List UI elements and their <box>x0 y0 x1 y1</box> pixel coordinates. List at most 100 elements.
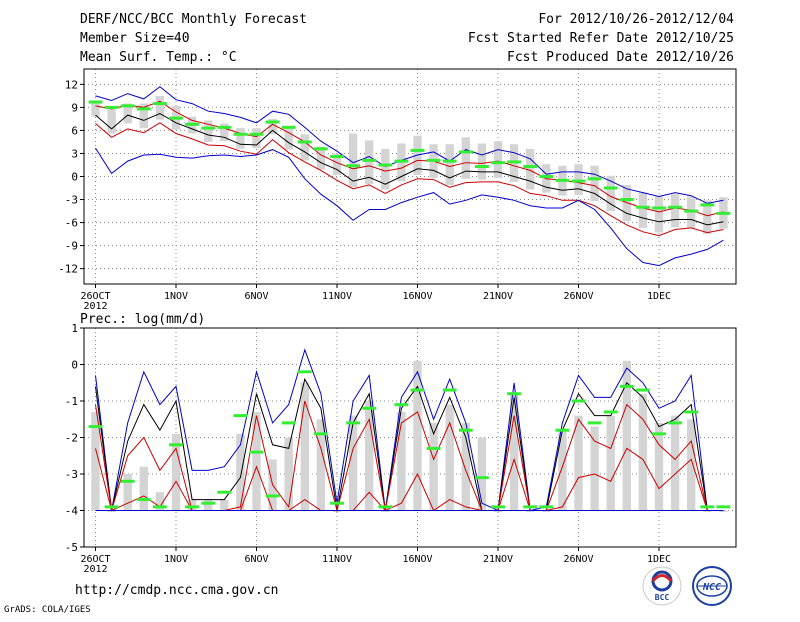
spread-box <box>252 411 261 511</box>
spread-box <box>445 144 454 185</box>
median-marker <box>169 443 183 447</box>
spread-box <box>477 437 487 511</box>
spread-box <box>638 192 648 228</box>
median-marker <box>330 155 344 159</box>
median-marker <box>668 205 683 209</box>
median-marker <box>571 179 586 183</box>
y-tick-label: 6 <box>71 124 78 137</box>
x-tick-label: 21NOV <box>483 291 513 302</box>
produced-date-label: Fcst Produced Date 2012/10/26 <box>507 50 734 65</box>
spread-box <box>429 422 438 511</box>
spread-box <box>703 200 712 235</box>
median-marker <box>491 161 505 165</box>
spread-box <box>413 360 422 511</box>
y-tick-label: 3 <box>71 147 78 160</box>
y-tick-label: -3 <box>65 194 78 207</box>
y-tick-label: -5 <box>65 541 78 554</box>
spread-box <box>107 106 116 134</box>
median-marker <box>635 205 650 209</box>
median-marker <box>217 490 232 494</box>
spread-box <box>155 492 165 511</box>
median-marker <box>362 158 377 162</box>
median-marker <box>265 494 280 498</box>
spread-box <box>509 393 519 511</box>
spread-box <box>220 123 229 142</box>
x-tick-label: 21NOV <box>483 554 513 565</box>
median-marker <box>297 140 312 144</box>
median-marker <box>635 388 650 392</box>
median-marker <box>410 148 425 152</box>
precipitation-panel: Prec.: log(mm/d) -5 -4 -3 -2 -1 0 1 26OCT 1NOV 6NO… <box>65 312 737 575</box>
spread-box <box>558 430 567 511</box>
median-marker <box>474 165 489 169</box>
start-date-label: Fcst Started Refer Date 2012/10/25 <box>468 31 734 46</box>
series-line-ensemble-maximum <box>95 86 724 204</box>
median-marker <box>426 158 441 162</box>
median-marker <box>362 406 377 410</box>
median-marker <box>313 147 328 151</box>
median-marker <box>700 203 715 207</box>
series-line-ensemble-mean <box>95 112 724 226</box>
panel-title: Prec.: log(mm/d) <box>80 312 205 327</box>
median-marker <box>88 425 103 429</box>
median-marker <box>88 100 103 104</box>
spread-box <box>526 148 535 190</box>
spread-box <box>622 360 631 511</box>
median-marker <box>394 159 409 163</box>
member-size-label: Member Size=40 <box>80 31 190 46</box>
median-marker <box>120 479 135 483</box>
spread-box <box>91 411 100 511</box>
median-marker <box>652 206 666 210</box>
median-marker <box>201 126 216 130</box>
spread-box <box>204 499 213 511</box>
x-year-label: 2012 <box>83 301 107 312</box>
x-tick-label: 11NOV <box>322 554 352 565</box>
spread-box <box>123 474 132 511</box>
spread-box <box>493 510 503 512</box>
median-marker <box>313 432 328 436</box>
spread-box <box>316 419 326 511</box>
x-tick-label: 26NOV <box>563 554 593 565</box>
median-marker <box>104 105 119 109</box>
y-tick-label: 0 <box>71 359 78 372</box>
x-tick-label: 6NOV <box>244 291 268 302</box>
spread-box <box>590 426 599 511</box>
median-marker <box>716 211 731 215</box>
spread-box <box>703 510 712 512</box>
median-marker <box>330 501 344 505</box>
x-tick-label: 16NOV <box>402 291 432 302</box>
median-marker <box>442 388 457 392</box>
median-marker <box>426 446 441 450</box>
x-tick-label: 11NOV <box>322 291 352 302</box>
median-marker <box>539 175 554 178</box>
spread-box <box>139 103 148 129</box>
median-marker <box>346 164 361 168</box>
series-line-ensemble-maximum <box>95 348 724 512</box>
median-marker <box>507 160 522 164</box>
y-tick-label: 9 <box>71 101 78 114</box>
median-marker <box>394 403 409 407</box>
median-marker <box>442 159 457 163</box>
median-marker <box>587 421 602 425</box>
x-tick-label: 26NOV <box>563 291 593 302</box>
spread-box <box>171 433 181 511</box>
spread-box <box>461 422 470 511</box>
median-marker <box>185 122 200 126</box>
median-marker <box>700 505 715 509</box>
y-tick-label: -9 <box>65 240 78 253</box>
y-tick-label: -12 <box>58 263 78 276</box>
spread-box <box>155 95 165 120</box>
spread-box <box>493 141 503 179</box>
median-marker <box>233 414 248 418</box>
x-tick-label: 6NOV <box>244 554 268 565</box>
median-marker <box>587 177 602 181</box>
spread-box <box>526 510 535 512</box>
median-marker <box>201 501 216 505</box>
spread-box <box>348 415 358 511</box>
median-marker <box>136 107 151 111</box>
spread-box <box>300 134 309 161</box>
y-tick-label: -1 <box>65 395 78 408</box>
temperature-panel: -12 -9 -6 -3 0 3 6 9 12 26OCT 1NOV 6NOV 11NOV 16NOV 21… <box>58 68 737 312</box>
y-tick-label: -4 <box>65 505 79 518</box>
